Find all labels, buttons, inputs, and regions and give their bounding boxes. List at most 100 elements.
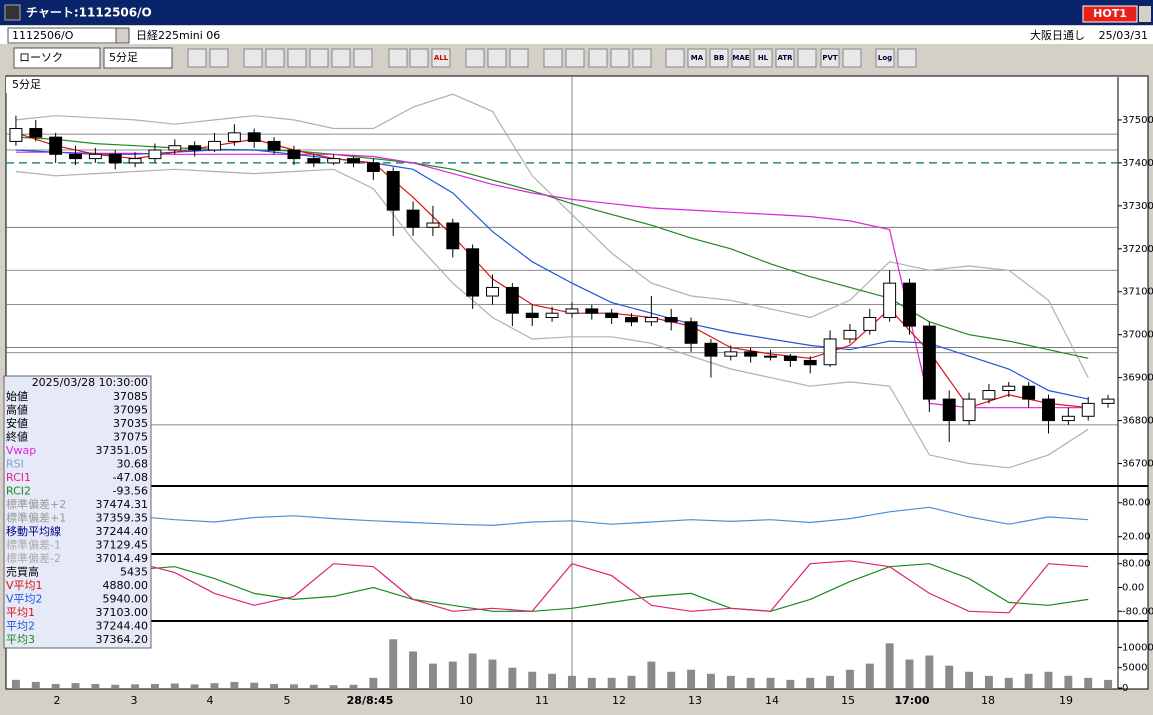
candle-body [347, 158, 360, 164]
info-label: V平均1 [6, 579, 43, 592]
interval-select-label: 5分足 [109, 51, 138, 64]
toolbar-icon[interactable] [842, 48, 862, 68]
style-select-label: ローソク [19, 51, 63, 64]
volume-bar [369, 677, 378, 688]
y-tick-label: 37500 [1122, 115, 1153, 126]
info-value: 37075 [113, 431, 148, 444]
info-label: 標準偏差-2 [6, 551, 61, 565]
info-value: 37474.31 [96, 498, 149, 511]
toolbar-icon-label: ATR [777, 54, 793, 62]
candle-body [684, 321, 698, 344]
toolbar-icon[interactable] [409, 48, 429, 68]
toolbar-icon-label: ALL [434, 54, 449, 62]
toolbar-icon[interactable] [775, 48, 795, 68]
toolbar-icon[interactable] [797, 48, 817, 68]
toolbar-icon[interactable] [709, 48, 729, 68]
info-value: 37035 [113, 417, 148, 430]
candle-body [803, 359, 817, 366]
symbol-dropdown[interactable] [115, 27, 130, 44]
volume-bar [1024, 673, 1033, 688]
volume-bar [150, 683, 159, 688]
indicator-line [15, 560, 1089, 614]
volume-bar [647, 661, 656, 688]
volume-bar [667, 671, 676, 688]
x-tick-label: 4 [207, 694, 214, 707]
volume-bar [409, 651, 418, 688]
toolbar-icon[interactable] [243, 48, 263, 68]
toolbar-icon[interactable] [509, 48, 529, 68]
toolbar-icon[interactable] [287, 48, 307, 68]
volume-bar [687, 669, 696, 688]
toolbar-icon[interactable] [632, 48, 652, 68]
toolbar-icon[interactable] [487, 48, 507, 68]
toolbar-icon[interactable] [209, 48, 229, 68]
x-tick-label: 28/8:45 [347, 694, 394, 707]
candle-body [962, 398, 976, 422]
toolbar-icon[interactable] [897, 48, 917, 68]
y-tick-label: 20.00 [1122, 532, 1151, 543]
info-value: 37364.20 [96, 633, 149, 646]
toolbar-icon[interactable] [543, 48, 563, 68]
toolbar-icon[interactable] [875, 48, 895, 68]
info-value: 37103.00 [96, 606, 149, 619]
candle-body [148, 149, 162, 160]
x-tick-label: 2 [54, 694, 61, 707]
interval-select[interactable] [103, 47, 173, 69]
toolbar-icon[interactable] [331, 48, 351, 68]
x-tick-label: 13 [688, 694, 702, 707]
info-value: 4880.00 [103, 579, 149, 592]
volume-bar [567, 675, 576, 688]
candle-body [466, 248, 480, 297]
toolbar-icon[interactable] [431, 48, 451, 68]
candle-body [843, 329, 857, 340]
volume-bar [607, 677, 616, 688]
toolbar-icon[interactable] [610, 48, 630, 68]
volume-bar [984, 675, 993, 688]
indicator-line [15, 168, 1089, 469]
toolbar-icon[interactable] [265, 48, 285, 68]
toolbar-icon[interactable] [187, 48, 207, 68]
volume-bar [488, 659, 497, 688]
toolbar-icon[interactable] [687, 48, 707, 68]
candle-body [446, 222, 460, 250]
candle-body [9, 128, 23, 142]
toolbar-icon[interactable] [588, 48, 608, 68]
volume-bar [1004, 677, 1013, 688]
title-bar [0, 0, 1153, 25]
candle-body [1002, 385, 1016, 392]
info-label: 平均1 [6, 606, 35, 619]
candle-body [287, 149, 301, 160]
info-value: 5435 [120, 566, 148, 579]
volume-bar [230, 681, 239, 688]
volume-bar [270, 683, 279, 688]
volume-bar [111, 684, 120, 688]
volume-bar [1044, 671, 1053, 688]
candle-body [366, 162, 380, 172]
toolbar-icon[interactable] [665, 48, 685, 68]
toolbar-icon[interactable] [465, 48, 485, 68]
chart-area [5, 75, 1149, 690]
toolbar-icon[interactable] [731, 48, 751, 68]
candle-body [327, 158, 341, 164]
candle-body [783, 355, 797, 361]
candle-body [724, 351, 738, 357]
toolbar-icon[interactable] [565, 48, 585, 68]
info-value: 5940.00 [103, 593, 149, 606]
style-select[interactable] [13, 47, 101, 69]
info-label: 売買高 [6, 565, 39, 579]
candle-body [1022, 385, 1036, 400]
toolbar-icon[interactable] [820, 48, 840, 68]
pane-label: 5分足 [12, 78, 41, 91]
x-tick-label: 12 [612, 694, 626, 707]
toolbar-icon[interactable] [753, 48, 773, 68]
y-tick-label: 5000 [1122, 663, 1147, 674]
window-button[interactable] [1139, 6, 1151, 22]
volume-bar [746, 677, 755, 688]
toolbar-icon[interactable] [309, 48, 329, 68]
x-tick-label: 19 [1059, 694, 1073, 707]
hot-button[interactable] [1082, 5, 1138, 23]
toolbar-icon[interactable] [388, 48, 408, 68]
info-label: Vwap [6, 444, 36, 457]
toolbar-icon[interactable] [353, 48, 373, 68]
